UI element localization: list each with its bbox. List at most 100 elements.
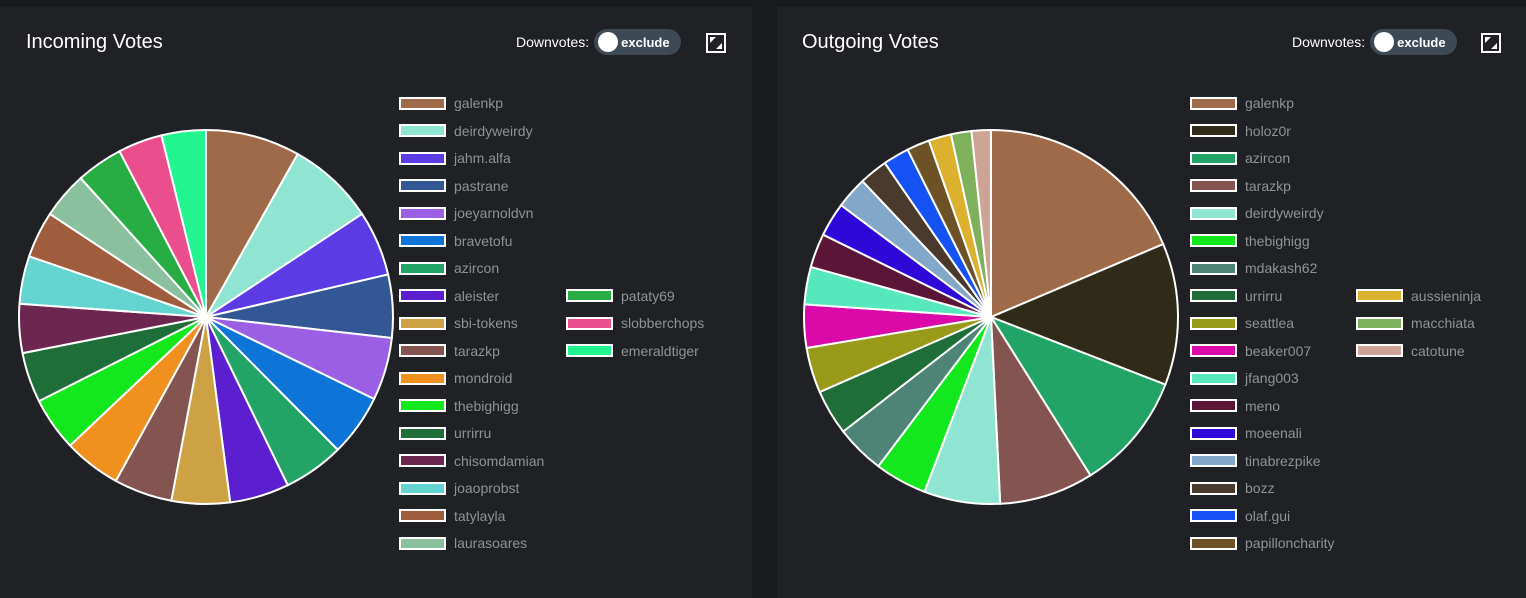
- legend-item-jahm.alfa[interactable]: jahm.alfa: [399, 149, 511, 167]
- legend-swatch: [399, 179, 446, 192]
- legend-swatch: [399, 454, 446, 467]
- legend-label: papilloncharity: [1245, 535, 1335, 551]
- legend-item-thebighigg[interactable]: thebighigg: [399, 397, 519, 415]
- legend-item-tinabrezpike[interactable]: tinabrezpike: [1190, 452, 1321, 470]
- legend-item-pastrane[interactable]: pastrane: [399, 177, 508, 195]
- pie-slice-holoz0r[interactable]: [988, 242, 1179, 386]
- legend-item-papilloncharity[interactable]: papilloncharity: [1190, 534, 1335, 552]
- legend-item-pataty69[interactable]: pataty69: [566, 287, 675, 305]
- legend-item-joaoprobst[interactable]: joaoprobst: [399, 479, 519, 497]
- legend-item-deirdyweirdy[interactable]: deirdyweirdy: [1190, 204, 1324, 222]
- legend-swatch: [1190, 316, 1237, 330]
- legend-label: tarazkp: [1245, 177, 1291, 194]
- legend-label: emeraldtiger: [621, 342, 699, 359]
- legend-item-holoz0r[interactable]: holoz0r: [1190, 122, 1291, 140]
- legend-swatch: [1190, 96, 1237, 110]
- legend-label: chisomdamian: [454, 452, 545, 469]
- legend-item-jfang003[interactable]: jfang003: [1190, 369, 1299, 387]
- pie-slice-azircon[interactable]: [988, 314, 1167, 477]
- legend-label: moeenali: [1245, 425, 1302, 441]
- pie-slice-tarazkp[interactable]: [989, 313, 1092, 505]
- legend-item-catotune[interactable]: catotune: [1356, 342, 1465, 360]
- legend-label: bravetofu: [454, 232, 513, 249]
- legend-label: galenkp: [454, 95, 504, 111]
- legend-item-urrirru[interactable]: urrirru: [399, 424, 491, 442]
- legend-label: laurasoares: [454, 535, 528, 551]
- legend-label: sbi-tokens: [454, 315, 518, 331]
- legend-label: galenkp: [1245, 95, 1295, 111]
- legend-swatch: [1190, 179, 1237, 192]
- legend-swatch: [1356, 344, 1403, 357]
- legend-item-meno[interactable]: meno: [1190, 397, 1280, 415]
- legend-item-bravetofu[interactable]: bravetofu: [399, 232, 512, 250]
- legend-item-laurasoares[interactable]: laurasoares: [399, 534, 527, 552]
- downvotes-toggle-group: Downvotes: exclude: [1292, 29, 1458, 55]
- legend-label: seattlea: [1245, 315, 1295, 331]
- legend-item-bozz[interactable]: bozz: [1190, 479, 1275, 497]
- legend-item-beaker007[interactable]: beaker007: [1190, 342, 1311, 360]
- legend-item-tarazkp[interactable]: tarazkp: [1190, 177, 1291, 195]
- legend-swatch: [399, 151, 446, 165]
- legend-swatch: [566, 344, 613, 357]
- legend-label: olaf.gui: [1245, 507, 1291, 524]
- panel-title: Outgoing Votes: [802, 31, 939, 53]
- legend-swatch: [399, 344, 446, 357]
- pie-slice-emeraldtiger[interactable]: [160, 128, 207, 318]
- legend-item-galenkp[interactable]: galenkp: [399, 94, 503, 112]
- downvotes-toggle[interactable]: exclude: [1370, 29, 1458, 55]
- legend-item-sbi-tokens[interactable]: sbi-tokens: [399, 314, 518, 332]
- legend-swatch: [1190, 481, 1237, 495]
- pie-slice-galenkp[interactable]: [205, 128, 300, 321]
- legend-swatch: [399, 481, 446, 495]
- legend-label: slobberchops: [621, 315, 705, 331]
- legend-swatch: [399, 509, 446, 522]
- legend-label: jahm.alfa: [454, 150, 511, 166]
- legend-item-seattlea[interactable]: seattlea: [1190, 314, 1294, 332]
- legend-label: meno: [1245, 397, 1281, 414]
- legend-item-chisomdamian[interactable]: chisomdamian: [399, 452, 544, 470]
- pie-slice-galenkp[interactable]: [990, 128, 1165, 319]
- downvotes-toggle[interactable]: exclude: [594, 29, 682, 55]
- legend-swatch: [399, 234, 446, 247]
- legend-swatch: [399, 316, 446, 330]
- legend-item-mdakash62[interactable]: mdakash62: [1190, 259, 1317, 277]
- legend-label: urrirru: [1245, 287, 1283, 304]
- legend-item-azircon[interactable]: azircon: [1190, 149, 1290, 167]
- legend-label: deirdyweirdy: [454, 122, 533, 139]
- pie-slice-catotune[interactable]: [970, 128, 992, 318]
- legend-swatch: [399, 371, 446, 385]
- legend-label: thebighigg: [1245, 232, 1310, 249]
- legend-item-urrirru[interactable]: urrirru: [1190, 287, 1282, 305]
- legend-item-tatylayla[interactable]: tatylayla: [399, 507, 505, 525]
- legend-item-deirdyweirdy[interactable]: deirdyweirdy: [399, 122, 533, 140]
- legend-item-tarazkp[interactable]: tarazkp: [399, 342, 500, 360]
- legend-item-thebighigg[interactable]: thebighigg: [1190, 232, 1310, 250]
- legend-item-olaf.gui[interactable]: olaf.gui: [1190, 507, 1290, 525]
- legend-label: urrirru: [454, 425, 492, 441]
- legend-item-emeraldtiger[interactable]: emeraldtiger: [566, 342, 699, 360]
- legend-swatch: [566, 289, 613, 302]
- expand-icon[interactable]: [706, 33, 726, 53]
- legend-swatch: [1190, 454, 1237, 467]
- legend-label: mdakash62: [1245, 260, 1318, 276]
- legend-item-galenkp[interactable]: galenkp: [1190, 94, 1294, 112]
- legend-swatch: [399, 124, 446, 137]
- legend-item-moeenali[interactable]: moeenali: [1190, 424, 1302, 442]
- legend-swatch: [399, 289, 446, 302]
- legend-swatch: [399, 261, 446, 275]
- legend-item-slobberchops[interactable]: slobberchops: [566, 314, 704, 332]
- legend-label: aleister: [454, 287, 500, 304]
- legend-swatch: [399, 206, 446, 220]
- legend-item-aleister[interactable]: aleister: [399, 287, 499, 305]
- legend-label: mondroid: [454, 370, 513, 386]
- panel-title: Incoming Votes: [26, 31, 163, 53]
- legend-swatch: [1190, 536, 1237, 550]
- legend-swatch: [399, 399, 446, 412]
- legend-item-mondroid[interactable]: mondroid: [399, 369, 512, 387]
- expand-icon[interactable]: [1481, 33, 1501, 53]
- legend-swatch: [1356, 316, 1403, 330]
- legend-item-aussieninja[interactable]: aussieninja: [1356, 287, 1481, 305]
- legend-item-azircon[interactable]: azircon: [399, 259, 499, 277]
- legend-item-joeyarnoldvn[interactable]: joeyarnoldvn: [399, 204, 533, 222]
- legend-item-macchiata[interactable]: macchiata: [1356, 314, 1475, 332]
